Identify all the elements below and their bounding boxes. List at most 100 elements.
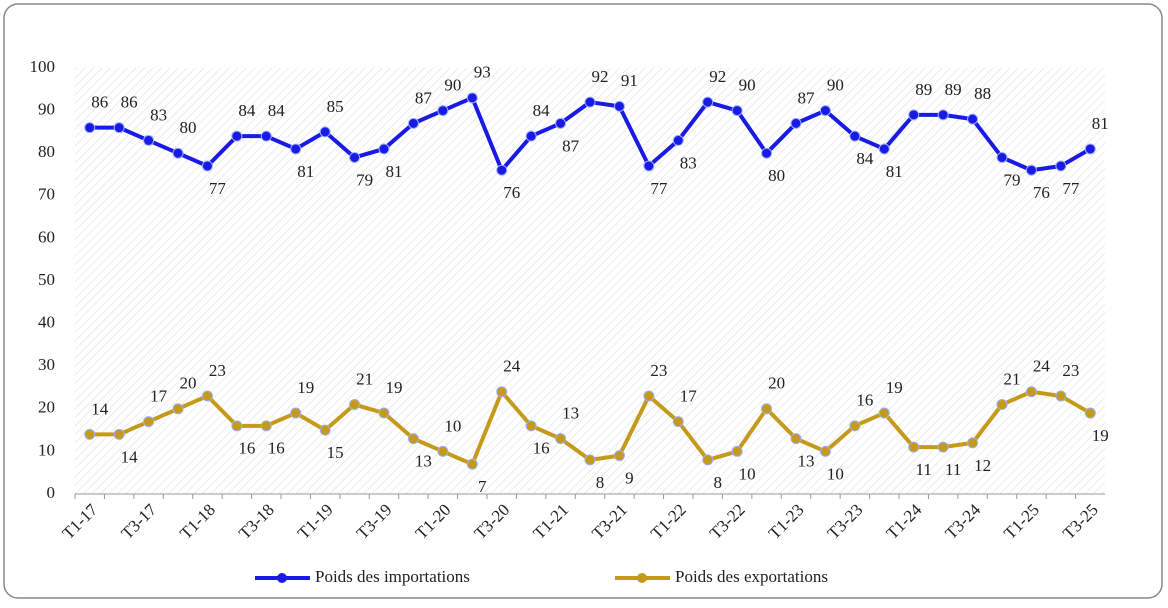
data-point — [761, 147, 773, 159]
data-point — [996, 151, 1008, 163]
data-point — [113, 122, 125, 134]
data-label: 14 — [91, 399, 109, 418]
y-tick-label: 70 — [38, 185, 55, 204]
data-point — [172, 403, 184, 415]
data-point — [319, 126, 331, 138]
data-label: 13 — [562, 404, 579, 423]
data-label: 16 — [856, 391, 873, 410]
y-tick-label: 90 — [38, 100, 55, 119]
data-point — [260, 130, 272, 142]
data-point — [672, 134, 684, 146]
data-label: 19 — [1092, 426, 1109, 445]
data-label: 80 — [180, 118, 197, 137]
data-label: 86 — [91, 93, 108, 112]
data-point — [1055, 390, 1067, 402]
y-tick-label: 40 — [38, 313, 55, 332]
data-label: 13 — [415, 452, 432, 471]
data-label: 77 — [1062, 179, 1080, 198]
data-point — [143, 134, 155, 146]
data-label: 92 — [709, 67, 726, 86]
data-point — [584, 96, 596, 108]
data-point — [643, 390, 655, 402]
data-point — [967, 113, 979, 125]
data-point — [672, 416, 684, 428]
data-point — [1084, 143, 1096, 155]
data-point — [349, 151, 361, 163]
data-label: 84 — [268, 101, 286, 120]
data-point — [84, 428, 96, 440]
data-point — [525, 130, 537, 142]
data-label: 23 — [209, 361, 226, 380]
data-point — [260, 420, 272, 432]
data-point — [967, 437, 979, 449]
data-point — [702, 96, 714, 108]
data-point — [143, 416, 155, 428]
data-label: 21 — [356, 369, 373, 388]
data-label: 13 — [798, 452, 815, 471]
data-point — [643, 160, 655, 172]
data-label: 21 — [1004, 369, 1021, 388]
data-point — [172, 147, 184, 159]
data-label: 93 — [474, 63, 491, 82]
data-point — [849, 420, 861, 432]
y-tick-label: 60 — [38, 227, 55, 246]
data-point — [937, 441, 949, 453]
data-label: 10 — [827, 464, 844, 483]
data-label: 87 — [415, 88, 433, 107]
data-point — [1025, 164, 1037, 176]
data-point — [1084, 407, 1096, 419]
data-label: 86 — [121, 93, 138, 112]
data-label: 87 — [562, 136, 580, 155]
data-label: 77 — [209, 179, 227, 198]
data-point — [613, 450, 625, 462]
y-tick-label: 20 — [38, 398, 55, 417]
data-label: 81 — [886, 162, 903, 181]
data-label: 20 — [180, 374, 197, 393]
data-point — [407, 117, 419, 129]
data-label: 85 — [327, 97, 344, 116]
data-label: 81 — [1092, 114, 1109, 133]
data-label: 90 — [827, 76, 844, 95]
data-point — [996, 399, 1008, 411]
data-label: 88 — [974, 84, 991, 103]
data-point — [1055, 160, 1067, 172]
data-point — [496, 164, 508, 176]
data-point — [1025, 386, 1037, 398]
data-point — [790, 433, 802, 445]
data-point — [584, 454, 596, 466]
data-label: 80 — [768, 166, 785, 185]
data-label: 10 — [739, 464, 756, 483]
data-label: 90 — [444, 76, 461, 95]
legend-label: Poids des importations — [315, 567, 470, 586]
data-point — [878, 143, 890, 155]
data-point — [231, 420, 243, 432]
data-label: 15 — [327, 443, 344, 462]
data-point — [937, 109, 949, 121]
data-point — [731, 105, 743, 117]
data-label: 16 — [238, 439, 255, 458]
y-tick-label: 10 — [38, 440, 55, 459]
data-label: 23 — [650, 361, 667, 380]
data-label: 20 — [768, 374, 785, 393]
legend-label: Poids des exportations — [675, 567, 828, 586]
data-label: 89 — [915, 80, 932, 99]
data-point — [908, 109, 920, 121]
data-label: 14 — [121, 447, 139, 466]
data-label: 84 — [238, 101, 256, 120]
data-point — [819, 105, 831, 117]
data-label: 87 — [798, 88, 816, 107]
data-label: 76 — [503, 183, 520, 202]
data-label: 84 — [856, 149, 874, 168]
data-label: 17 — [150, 386, 168, 405]
y-tick-label: 0 — [47, 483, 56, 502]
data-point — [496, 386, 508, 398]
data-label: 77 — [650, 179, 668, 198]
data-point — [849, 130, 861, 142]
data-label: 81 — [386, 162, 403, 181]
data-point — [702, 454, 714, 466]
data-point — [378, 407, 390, 419]
data-point — [555, 117, 567, 129]
data-point — [437, 105, 449, 117]
data-label: 19 — [886, 378, 903, 397]
